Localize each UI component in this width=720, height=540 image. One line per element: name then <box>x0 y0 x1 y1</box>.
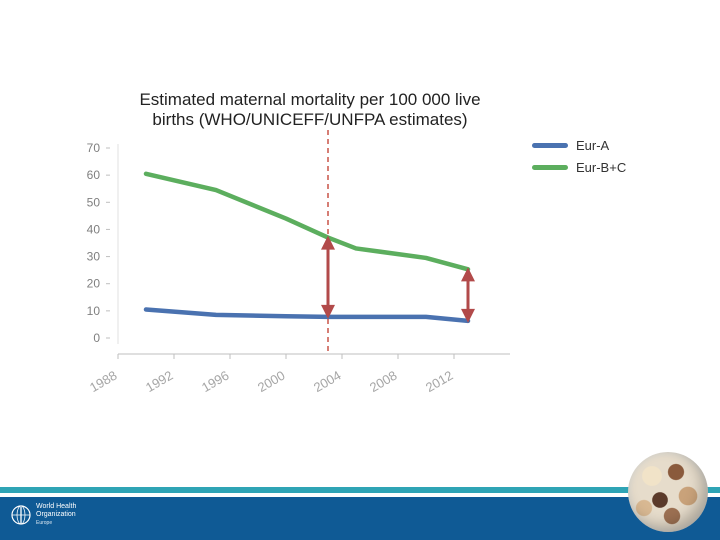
chart-title: Estimated maternal mortality per 100 000… <box>100 90 520 130</box>
x-tick-label: 2008 <box>367 368 400 395</box>
y-tick-label: 40 <box>87 222 101 236</box>
y-tick-label: 70 <box>87 141 101 155</box>
legend-label-eur-bc: Eur-B+C <box>576 159 627 175</box>
series-line-eur-a <box>143 307 471 324</box>
org-line1: World Health <box>36 503 77 510</box>
legend-item-eur-bc: Eur-B+C <box>532 156 626 178</box>
x-tick-label: 2004 <box>311 368 344 395</box>
y-tick-label: 60 <box>87 168 101 182</box>
series-line-eur-bc <box>143 171 471 272</box>
x-tick-label: 1996 <box>199 368 232 395</box>
who-logo-text: World Health Organization Europe <box>36 503 76 527</box>
gap-arrow-head-top <box>461 267 475 282</box>
org-line2: Organization <box>36 511 76 518</box>
y-tick-label: 0 <box>93 331 100 345</box>
y-tick-label: 30 <box>87 250 101 264</box>
y-tick-label: 50 <box>87 195 101 209</box>
x-tick-label: 1992 <box>143 368 176 395</box>
chart-legend: Eur-A Eur-B+C <box>532 134 626 178</box>
y-tick-label: 10 <box>87 304 101 318</box>
legend-swatch-eur-a <box>532 142 568 148</box>
y-tick-label: 20 <box>87 277 101 291</box>
who-logo: World Health Organization Europe <box>10 503 76 527</box>
chart-title-line1: Estimated maternal mortality per 100 000… <box>139 90 481 109</box>
gap-arrow-head-bottom <box>461 308 475 323</box>
legend-swatch-eur-bc <box>532 164 568 170</box>
gap-arrow-head-bottom <box>321 304 335 319</box>
legend-item-eur-a: Eur-A <box>532 134 626 156</box>
gap-arrow-head-top <box>321 235 335 250</box>
org-line3: Europe <box>36 520 53 526</box>
chart-title-line2: births (WHO/UNICEFF/UNFPA estimates) <box>152 110 468 129</box>
legend-label-eur-a: Eur-A <box>576 137 610 153</box>
footer-accent-stripe <box>0 487 720 493</box>
who-emblem-icon <box>11 505 31 525</box>
footer-bar <box>0 497 720 540</box>
x-tick-label: 2000 <box>255 368 288 395</box>
x-tick-label: 2012 <box>423 368 456 395</box>
x-tick-label: 1988 <box>87 368 120 395</box>
globe-photo-collage <box>628 452 708 532</box>
